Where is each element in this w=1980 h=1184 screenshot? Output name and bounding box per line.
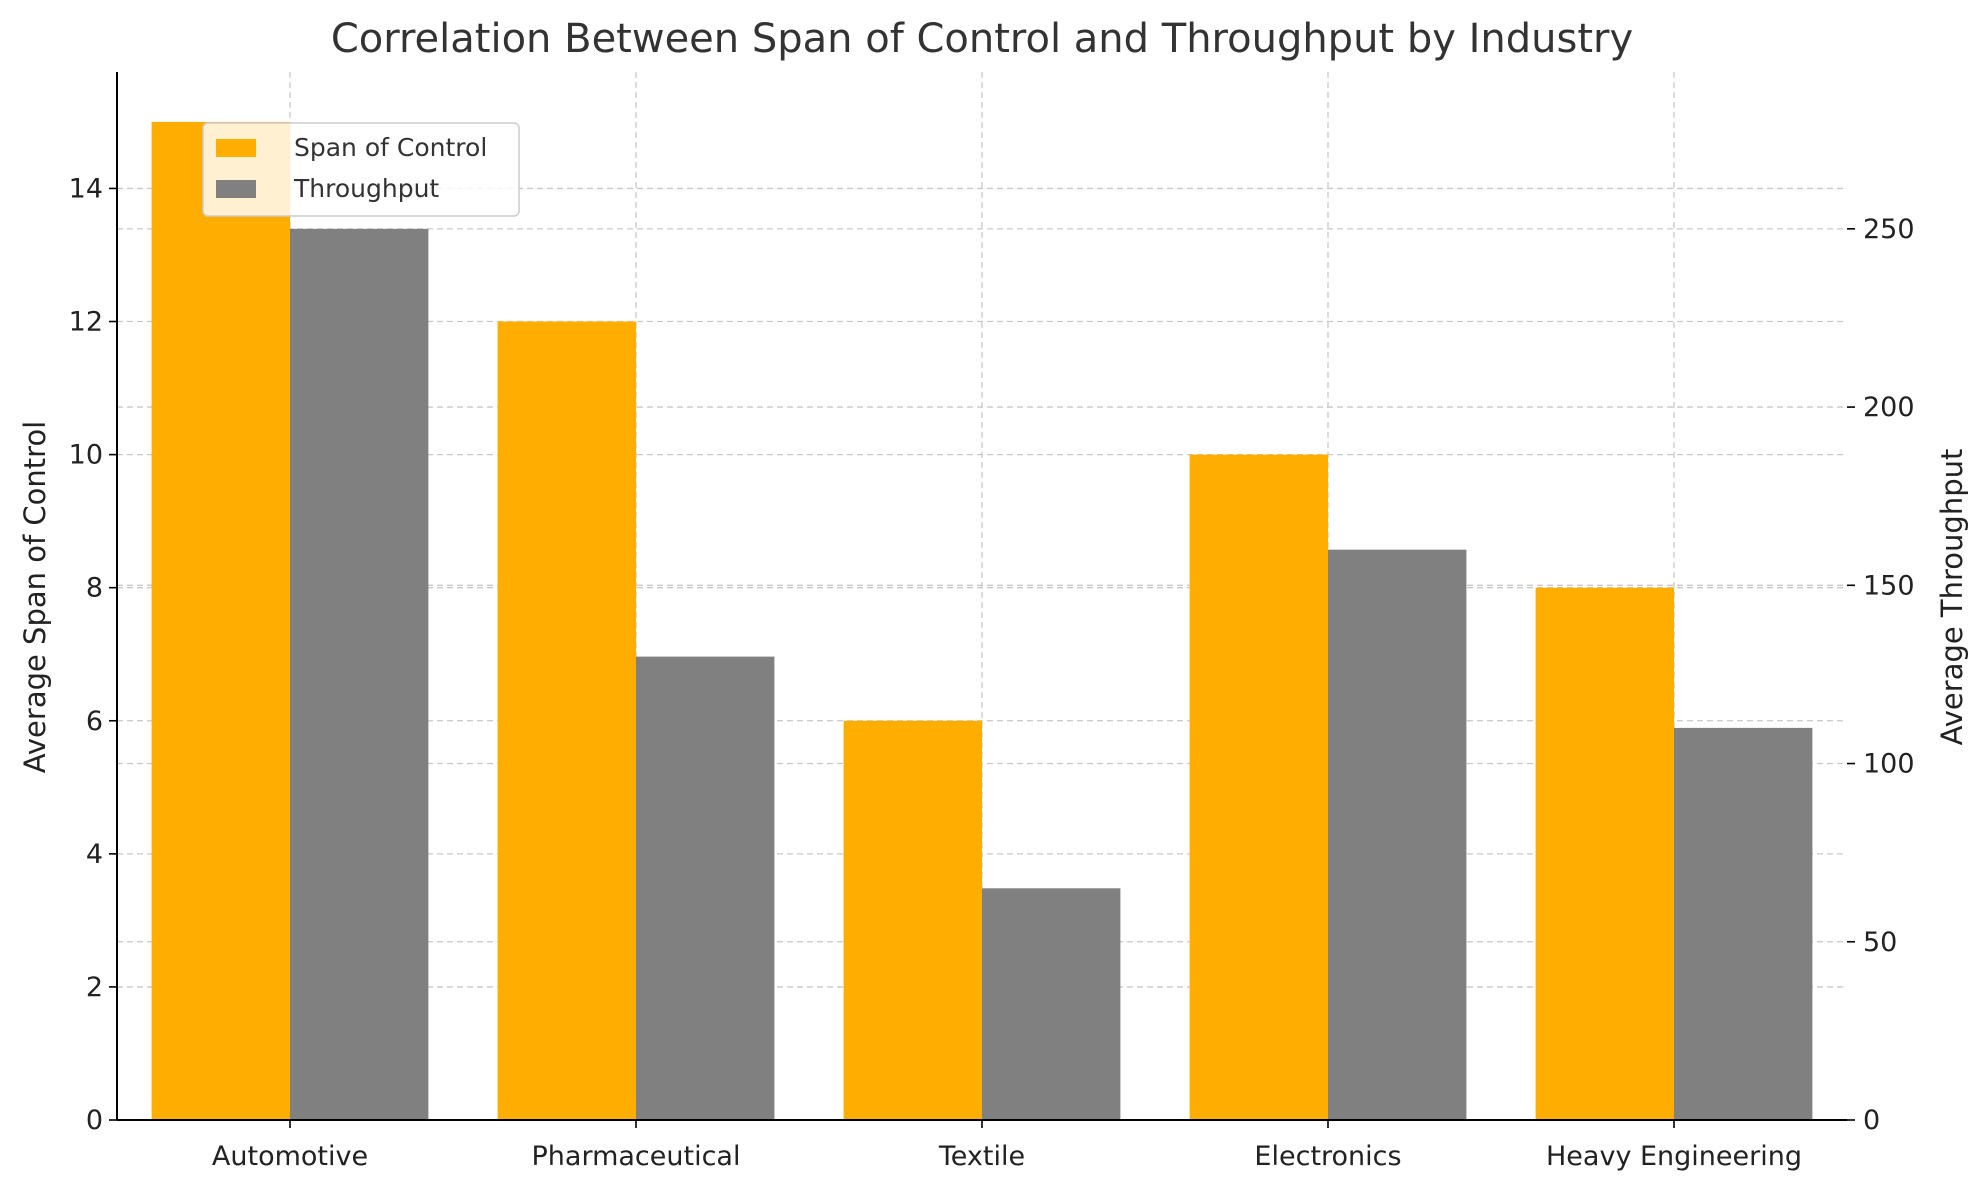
y-tick-label-left: 0 (86, 1105, 103, 1136)
legend-swatch-span-of-control (216, 139, 256, 157)
y-tick-label-left: 14 (69, 173, 103, 204)
bar-span-of-control-heavy-engineering (1535, 587, 1674, 1120)
bar-span-of-control-textile (843, 720, 982, 1120)
bar-span-of-control-electronics (1189, 454, 1328, 1121)
x-tick-label: Automotive (212, 1141, 368, 1172)
y-tick-label-right: 150 (1863, 570, 1915, 601)
bar-throughput-electronics (1328, 549, 1467, 1120)
legend-label-span-of-control: Span of Control (294, 133, 487, 162)
bar-throughput-automotive (290, 228, 429, 1121)
y-tick-label-right: 0 (1863, 1105, 1880, 1136)
bar-span-of-control-pharmaceutical (497, 321, 636, 1120)
y-tick-label-left: 6 (86, 706, 103, 737)
x-tick-label: Textile (938, 1141, 1025, 1172)
y-tick-label-left: 12 (69, 307, 103, 338)
bar-throughput-heavy-engineering (1674, 727, 1813, 1120)
legend-label-throughput: Throughput (293, 174, 439, 203)
bar-throughput-textile (982, 888, 1121, 1120)
y-tick-label-right: 100 (1863, 749, 1915, 780)
y-tick-label-left: 10 (69, 440, 103, 471)
legend: Span of Control Throughput (202, 122, 520, 217)
bar-throughput-pharmaceutical (636, 656, 775, 1120)
bar-span-of-control-automotive (151, 121, 290, 1120)
y-tick-label-left: 2 (86, 972, 103, 1003)
y-tick-label-left: 4 (86, 839, 103, 870)
legend-frame (202, 122, 520, 217)
y-tick-label-right: 50 (1863, 927, 1897, 958)
axes: 0 2 4 6 8 10 12 14 0 50 100 150 200 250 Automotive Phar… (69, 72, 1915, 1172)
y-tick-label-left: 8 (86, 573, 103, 604)
legend-swatch-throughput (216, 180, 256, 198)
y-tick-label-right: 200 (1863, 392, 1915, 423)
y-axis-left-title: Average Span of Control (18, 421, 52, 774)
bars (151, 121, 1813, 1121)
y-tick-label-right: 250 (1863, 214, 1915, 245)
x-tick-label: Pharmaceutical (532, 1141, 741, 1172)
chart-title: Correlation Between Span of Control and … (331, 16, 1633, 62)
y-axis-right-title: Average Throughput (1935, 449, 1969, 746)
x-tick-label: Electronics (1254, 1141, 1401, 1172)
x-tick-label: Heavy Engineering (1546, 1141, 1802, 1172)
